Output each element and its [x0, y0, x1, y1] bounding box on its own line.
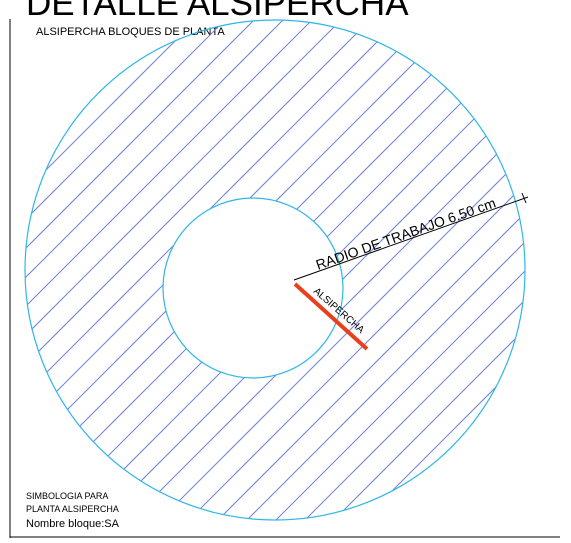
hatch-line: [32, 20, 525, 520]
hatch-line: [322, 20, 525, 520]
hatch-line: [496, 20, 525, 520]
hatch-line: [25, 20, 304, 520]
hatch-line: [25, 20, 420, 520]
hatch-line: [25, 20, 478, 520]
hatch-line: [526, 0, 571, 538]
radius-dimension-line: [293, 196, 529, 281]
hatch-line: [25, 20, 449, 520]
hatch-line: [467, 20, 525, 520]
hatch-line: [177, 20, 525, 520]
hatch-line: [25, 20, 246, 520]
radius-dimension-tick: [521, 192, 527, 204]
hatch-line: [148, 20, 525, 520]
frame-title: ALSIPERCHA BLOQUES DE PLANTA: [36, 26, 225, 38]
radius-dimension-label: RADIO DE TRABAJO 6.50 cm: [314, 194, 498, 272]
hatch-line: [61, 20, 525, 520]
hatch-line: [264, 20, 525, 520]
hatch-line: [25, 20, 391, 520]
hatch-line: [90, 20, 525, 520]
page-title: DETALLE ALSIPERCHA: [26, 0, 409, 23]
hatch-line: [25, 20, 188, 520]
hatch-line: [119, 20, 525, 520]
inner-circle: [162, 197, 344, 379]
hatch-line: [25, 20, 217, 520]
hatch-line: [25, 20, 101, 520]
hatch-line: [25, 20, 525, 520]
hatch-line: [206, 20, 525, 520]
outer-circle: [24, 19, 526, 521]
hatch-line: [25, 20, 362, 520]
hatch-line: [409, 20, 525, 520]
hatch-line: [25, 20, 507, 520]
hatch-line: [351, 20, 525, 520]
hatch-line: [555, 0, 571, 538]
hatch-line: [25, 20, 159, 520]
hatch-line: [25, 20, 333, 520]
hatch-line: [293, 20, 525, 520]
hatch-line: [235, 20, 525, 520]
hatch-line: [438, 20, 525, 520]
hatch-line: [380, 20, 525, 520]
legend-line-1: SIMBOLOGIA PARA: [26, 491, 108, 501]
legend-block-name: Nombre bloque:SA: [26, 518, 120, 530]
alsipercha-element: [293, 282, 369, 351]
hatch-line: [25, 20, 525, 520]
legend-line-2: PLANTA ALSIPERCHA: [26, 504, 119, 514]
hatch-line: [25, 20, 275, 520]
